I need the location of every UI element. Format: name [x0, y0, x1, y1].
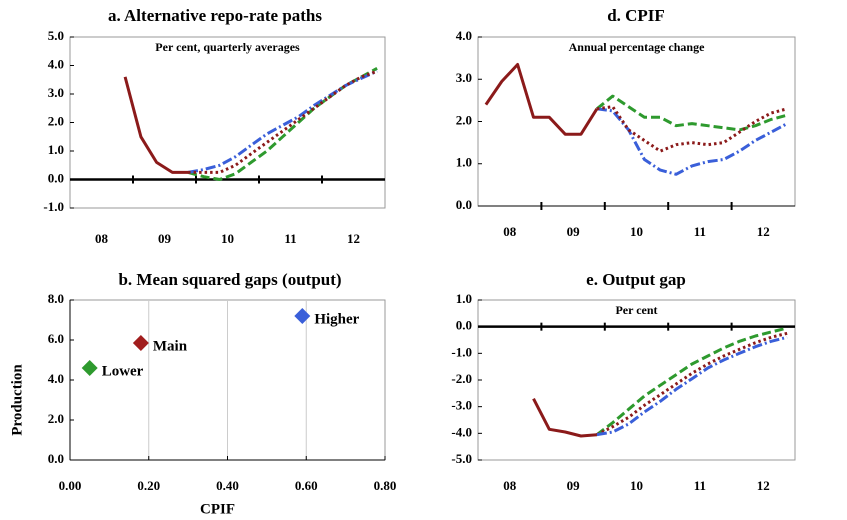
x-tick-label: 09: [158, 231, 172, 246]
chart-title: d. CPIF: [607, 6, 665, 25]
series-line: [595, 94, 788, 132]
y-tick-label: 1.0: [48, 142, 64, 157]
point: [132, 335, 149, 351]
y-tick-label: 1.0: [456, 291, 472, 306]
subtitle: Annual percentage change: [569, 40, 705, 54]
x-tick-label: 09: [567, 478, 581, 493]
series-line: [187, 69, 378, 174]
point-label: Main: [153, 338, 188, 354]
point: [294, 308, 311, 324]
x-tick-label: 0.40: [216, 478, 239, 493]
y-tick-label: 4.0: [48, 56, 64, 71]
y-tick-label: -2.0: [451, 371, 472, 386]
x-tick-label: 12: [347, 231, 360, 246]
x-tick-label: 12: [757, 224, 770, 239]
y-tick-label: -3.0: [451, 398, 472, 413]
subtitle: Per cent: [615, 303, 657, 317]
y-tick-label: 2.0: [48, 411, 64, 426]
x-tick-label: 0.60: [295, 478, 318, 493]
x-tick-label: 10: [630, 478, 643, 493]
series-line: [123, 76, 189, 174]
x-tick-label: 0.80: [374, 478, 397, 493]
y-tick-label: 0.0: [48, 170, 64, 185]
x-axis-label: CPIF: [200, 501, 235, 517]
chart-title: b. Mean squared gaps (output): [118, 270, 341, 289]
x-tick-label: 10: [630, 224, 643, 239]
plot-frame: [69, 36, 386, 209]
series-line: [532, 398, 598, 438]
x-tick-label: 0.00: [59, 478, 82, 493]
x-tick-label: 10: [221, 231, 234, 246]
x-tick-label: 08: [503, 224, 517, 239]
y-tick-label: -4.0: [451, 424, 472, 439]
y-tick-label: -1.0: [43, 199, 64, 214]
series-line: [596, 335, 788, 437]
y-tick-label: 4.0: [48, 371, 64, 386]
y-tick-label: 5.0: [48, 28, 64, 43]
y-tick-label: 8.0: [48, 291, 64, 306]
y-axis-label: Production: [9, 364, 25, 436]
series-line: [484, 63, 599, 136]
point-label: Lower: [102, 363, 144, 379]
series-line: [188, 69, 378, 174]
subtitle: Per cent, quarterly averages: [155, 40, 300, 54]
plot-frame: [477, 36, 796, 207]
y-tick-label: -5.0: [451, 451, 472, 466]
y-tick-label: 4.0: [456, 28, 472, 43]
y-tick-label: 3.0: [48, 85, 64, 100]
point: [81, 360, 98, 376]
point-label: Higher: [314, 311, 359, 327]
x-tick-label: 11: [694, 478, 706, 493]
series-line: [596, 331, 788, 437]
y-tick-label: 0.0: [456, 318, 472, 333]
x-tick-label: 11: [284, 231, 296, 246]
y-tick-label: 6.0: [48, 331, 64, 346]
x-tick-label: 09: [567, 224, 581, 239]
chart-title: a. Alternative repo-rate paths: [108, 6, 322, 25]
x-tick-label: 08: [503, 478, 517, 493]
y-tick-label: 0.0: [456, 197, 472, 212]
y-tick-label: 0.0: [48, 451, 64, 466]
x-tick-label: 12: [757, 478, 770, 493]
y-tick-label: 3.0: [456, 70, 472, 85]
y-tick-label: 2.0: [456, 112, 472, 127]
series-line: [595, 326, 788, 436]
y-tick-label: 1.0: [456, 155, 472, 170]
chart-title: e. Output gap: [586, 270, 686, 289]
series-line: [596, 105, 788, 153]
x-tick-label: 11: [694, 224, 706, 239]
x-tick-label: 0.20: [137, 478, 160, 493]
x-tick-label: 08: [95, 231, 109, 246]
y-tick-label: -1.0: [451, 344, 472, 359]
y-tick-label: 2.0: [48, 113, 64, 128]
plot-frame: [477, 299, 796, 461]
